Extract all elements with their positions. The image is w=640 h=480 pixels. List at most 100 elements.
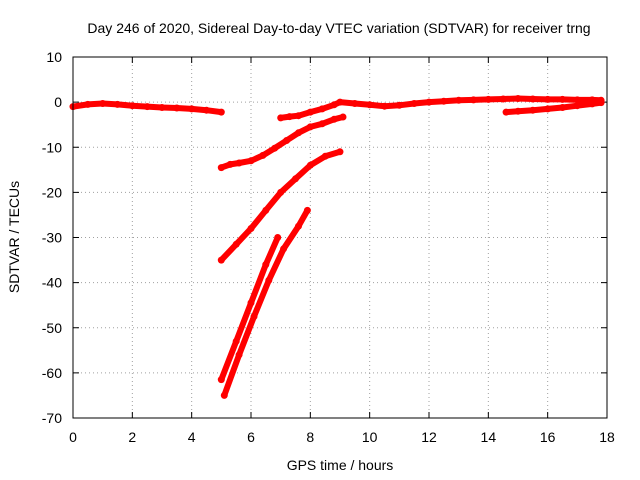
series-5-point [292,175,299,183]
series-5-point [336,148,344,156]
series-5-point [277,188,285,196]
x-tick-label: 16 [540,429,556,445]
series-4-point [339,113,347,121]
series-1-point [173,104,181,112]
series-2-point [330,101,338,109]
series-7-point [250,313,258,320]
ticks: 0 2 4 6 8 10 12 14 16 18 -70 -60 -50 -40 -30 -20 -10 0 10 [42,49,615,445]
x-axis-label: GPS time / hours [287,457,394,473]
series-1-point [203,106,210,114]
series-2-point [440,97,448,105]
series-6-point [274,234,282,241]
y-tick-label: -60 [42,365,62,381]
series-5-point [262,206,270,214]
series-4-point [217,164,225,172]
series-2-point [559,95,566,103]
series-2-point [425,98,433,106]
series-1-point [158,104,166,111]
series-1-point [128,102,136,110]
series-2-point [455,96,463,104]
x-tick-label: 18 [599,429,615,445]
y-tick-label: -40 [42,275,62,291]
series-2-point [295,112,302,120]
chart-title: Day 246 of 2020, Sidereal Day-to-day VTE… [87,20,590,36]
series-5-point [217,256,225,264]
x-tick-label: 8 [306,429,314,445]
series-2-point [499,95,507,103]
y-tick-label: 10 [46,49,62,65]
series-3-point [502,108,510,116]
series-4-point [330,115,338,123]
series-2-point [286,113,294,121]
series-2-point [306,108,314,116]
x-tick-label: 12 [421,429,437,445]
series-1-point [99,100,107,107]
plot-frame [72,56,608,419]
series-4-point [247,157,255,165]
series-1-point [188,105,196,113]
series-6-point [262,261,270,269]
series-1-point [217,108,225,116]
series-4-point [259,151,267,159]
series-6-point [247,299,255,307]
series-7-point [295,222,302,230]
series-group [69,95,605,399]
series-2-point [470,96,477,104]
y-tick-label: -70 [42,410,62,426]
series-3-point [559,104,566,111]
y-tick-label: -50 [42,320,62,336]
series-3-point [544,105,552,113]
series-3-point [573,102,581,110]
y-tick-label: 0 [54,94,62,110]
series-1-point [114,100,121,108]
series-3-point [597,99,605,107]
series-4-point [295,129,302,137]
series-2-point [366,101,374,109]
series-6-line [218,234,281,383]
series-2-point [529,95,537,103]
series-2-point [544,95,552,103]
y-axis-label: SDTVAR / TECUs [6,181,22,293]
series-2-point [351,100,359,107]
series-3-point [514,107,522,115]
series-7-point [235,351,243,359]
series-2-point [573,96,581,104]
series-3-point [588,100,596,108]
series-7-point [220,391,228,399]
series-1-point [84,100,92,108]
x-tick-label: 4 [188,429,196,445]
series-1-point [143,103,151,111]
series-7-line [221,207,311,399]
x-tick-label: 2 [128,429,136,445]
series-4-point [235,159,243,167]
series-2-point [514,95,522,102]
series-2-point [484,95,492,103]
series-2-point [318,105,326,113]
grid [73,57,607,418]
series-2-point [395,101,403,109]
x-tick-label: 0 [69,429,77,445]
series-7-point [303,206,311,214]
series-4-point [318,120,326,128]
x-tick-label: 10 [362,429,378,445]
series-5-point [247,225,255,232]
series-2-point [410,100,418,107]
series-4-point [283,137,291,144]
x-tick-label: 6 [247,429,255,445]
series-5-point [232,240,240,248]
series-7-point [265,276,273,284]
x-tick-label: 14 [481,429,497,445]
series-6-point [232,337,240,345]
y-tick-label: -30 [42,230,62,246]
series-2-point [277,114,285,122]
series-2-point [381,102,388,110]
y-tick-label: -10 [42,139,62,155]
series-3-point [529,106,537,114]
y-tick-label: -20 [42,184,62,200]
series-6-point [217,376,225,384]
series-2-point [336,98,344,106]
series-4-point [306,123,314,131]
series-4-point [271,144,279,152]
series-5-point [321,152,329,160]
